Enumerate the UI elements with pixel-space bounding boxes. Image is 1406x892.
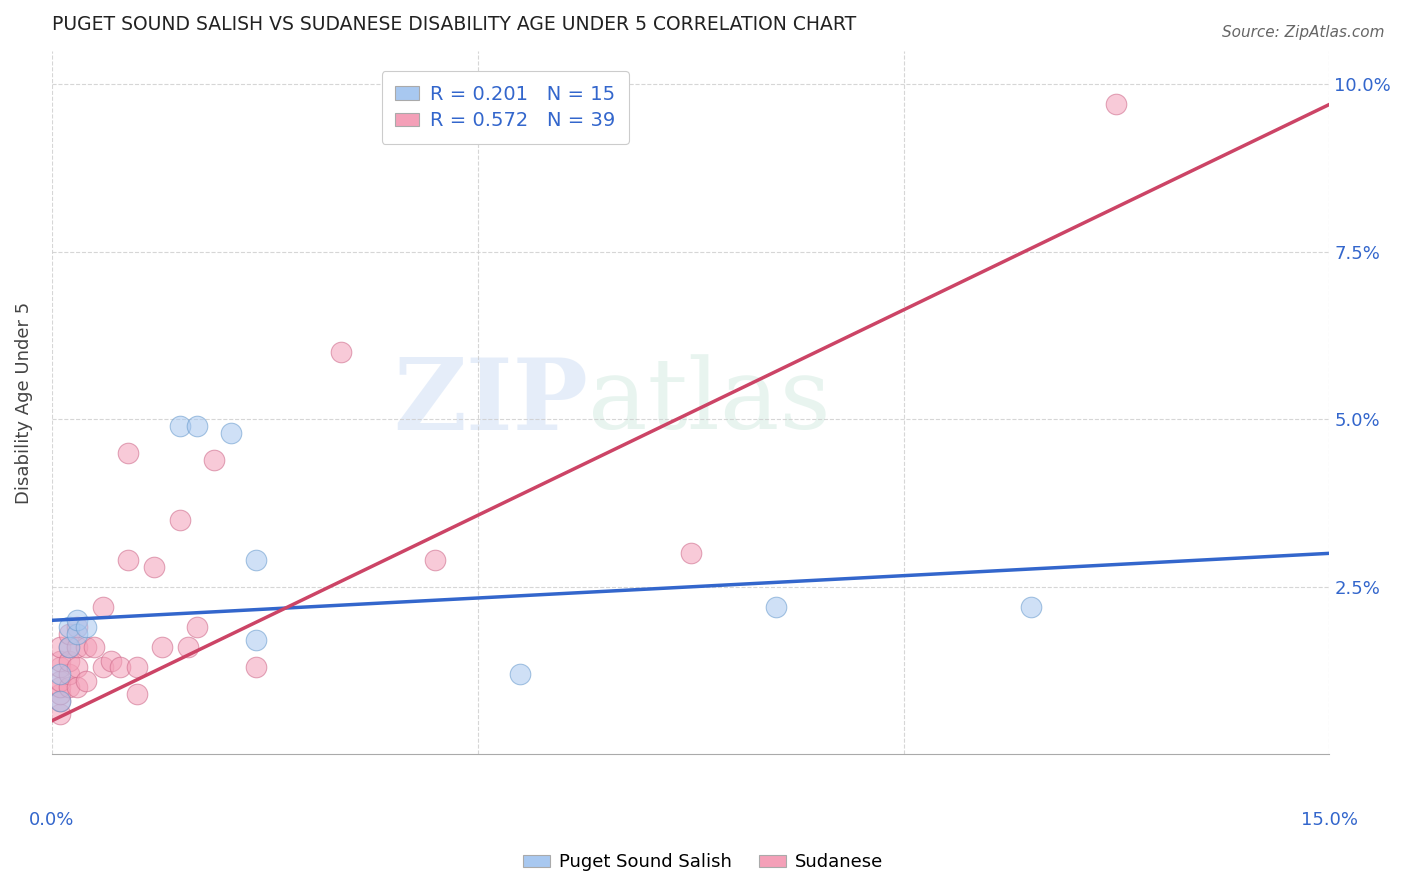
Point — [49, 694, 72, 708]
Point — [49, 660, 72, 674]
Point — [66, 660, 89, 674]
Point — [58, 620, 80, 634]
Point — [117, 446, 139, 460]
Point — [49, 673, 72, 688]
Point — [66, 681, 89, 695]
Point — [177, 640, 200, 654]
Point — [219, 425, 242, 440]
Point — [117, 553, 139, 567]
Point — [58, 667, 80, 681]
Point — [49, 667, 72, 681]
Point — [49, 640, 72, 654]
Point — [83, 640, 105, 654]
Point — [75, 620, 97, 634]
Point — [202, 452, 225, 467]
Point — [66, 626, 89, 640]
Point — [245, 553, 267, 567]
Text: 15.0%: 15.0% — [1301, 812, 1358, 830]
Point — [58, 640, 80, 654]
Point — [169, 513, 191, 527]
Text: atlas: atlas — [588, 355, 831, 450]
Legend: Puget Sound Salish, Sudanese: Puget Sound Salish, Sudanese — [516, 847, 890, 879]
Text: 0.0%: 0.0% — [30, 812, 75, 830]
Point — [509, 667, 531, 681]
Point — [245, 633, 267, 648]
Point — [1105, 97, 1128, 112]
Point — [49, 707, 72, 722]
Point — [100, 654, 122, 668]
Point — [125, 687, 148, 701]
Point — [169, 419, 191, 434]
Point — [1019, 599, 1042, 614]
Text: ZIP: ZIP — [394, 354, 588, 451]
Point — [91, 599, 114, 614]
Legend: R = 0.201   N = 15, R = 0.572   N = 39: R = 0.201 N = 15, R = 0.572 N = 39 — [381, 71, 628, 145]
Point — [765, 599, 787, 614]
Point — [186, 620, 208, 634]
Point — [186, 419, 208, 434]
Point — [66, 613, 89, 627]
Text: PUGET SOUND SALISH VS SUDANESE DISABILITY AGE UNDER 5 CORRELATION CHART: PUGET SOUND SALISH VS SUDANESE DISABILIT… — [52, 15, 856, 34]
Point — [679, 546, 702, 560]
Point — [245, 660, 267, 674]
Point — [423, 553, 446, 567]
Point — [125, 660, 148, 674]
Point — [75, 673, 97, 688]
Point — [66, 640, 89, 654]
Point — [49, 654, 72, 668]
Point — [49, 687, 72, 701]
Point — [58, 654, 80, 668]
Point — [49, 681, 72, 695]
Point — [58, 626, 80, 640]
Point — [49, 694, 72, 708]
Point — [143, 559, 166, 574]
Point — [58, 640, 80, 654]
Point — [108, 660, 131, 674]
Point — [330, 345, 353, 359]
Text: Source: ZipAtlas.com: Source: ZipAtlas.com — [1222, 25, 1385, 40]
Point — [152, 640, 174, 654]
Point — [58, 681, 80, 695]
Point — [75, 640, 97, 654]
Y-axis label: Disability Age Under 5: Disability Age Under 5 — [15, 301, 32, 504]
Point — [91, 660, 114, 674]
Point — [66, 620, 89, 634]
